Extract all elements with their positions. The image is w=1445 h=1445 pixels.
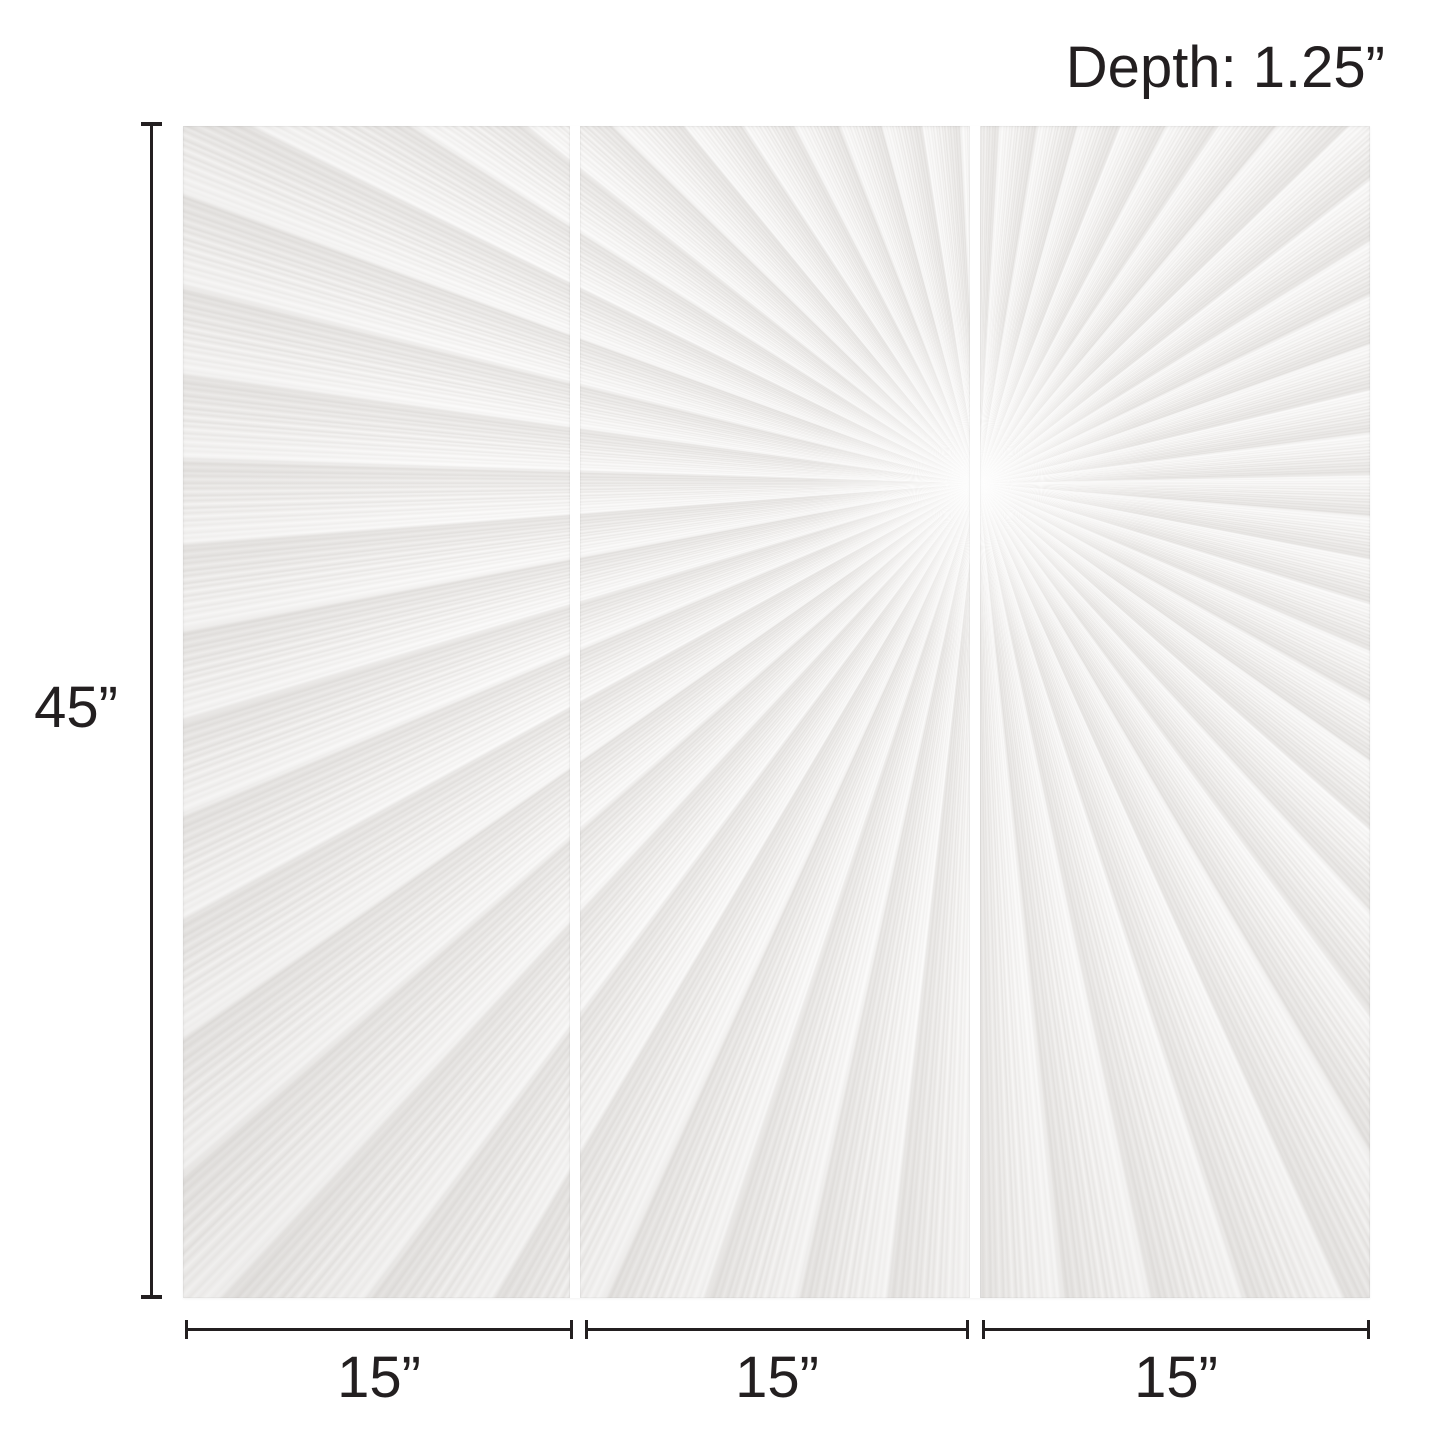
- width-dimension-label-right: 15”: [1134, 1345, 1218, 1410]
- art-panel-left: [183, 126, 570, 1298]
- width-dimension-label-center: 15”: [735, 1345, 819, 1410]
- art-panel-right: [980, 126, 1370, 1298]
- dimension-line-horizontal: [983, 1328, 1369, 1331]
- dimension-tick-end: [1367, 1320, 1370, 1339]
- artwork-triptych: [183, 126, 1370, 1298]
- width-dimension-line-center: [585, 1320, 969, 1339]
- width-dimension-line-left: [185, 1320, 573, 1339]
- depth-dimension-label: Depth: 1.25”: [1065, 35, 1385, 100]
- dimension-end-cap-bottom: [141, 1295, 162, 1299]
- panel-gap-right: [970, 126, 980, 1298]
- panel-gap-left: [570, 126, 580, 1298]
- dimension-line-vertical: [150, 124, 153, 1297]
- dimension-line-horizontal: [186, 1328, 572, 1331]
- width-dimension-label-left: 15”: [337, 1345, 421, 1410]
- height-dimension-line: [141, 122, 162, 1299]
- height-dimension-label: 45”: [34, 675, 118, 740]
- dimension-line-horizontal: [586, 1328, 968, 1331]
- dimension-tick-end: [570, 1320, 573, 1339]
- width-dimension-line-right: [982, 1320, 1370, 1339]
- art-panel-center: [580, 126, 970, 1298]
- dimension-tick-end: [966, 1320, 969, 1339]
